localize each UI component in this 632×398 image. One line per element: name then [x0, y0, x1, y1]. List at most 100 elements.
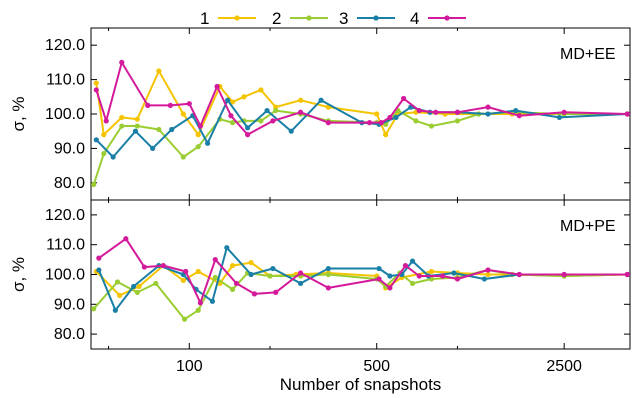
data-point — [96, 267, 102, 273]
y-tick-label: 110.0 — [46, 237, 85, 254]
data-point — [132, 128, 139, 134]
data-point — [273, 289, 279, 295]
x-tick-label: 500 — [363, 358, 390, 375]
data-point — [181, 316, 188, 322]
data-point — [117, 292, 123, 298]
data-point — [556, 114, 563, 121]
data-point — [454, 109, 461, 115]
data-point — [180, 111, 186, 117]
data-point — [212, 257, 218, 263]
data-point — [325, 265, 331, 272]
data-point — [224, 245, 230, 251]
series-1 — [93, 259, 630, 298]
panel-label: MD+EE — [560, 46, 616, 63]
data-point — [169, 126, 175, 133]
data-point — [112, 307, 118, 313]
data-point — [197, 123, 203, 129]
data-point — [439, 273, 446, 279]
data-point — [401, 95, 407, 102]
legend-label-3: 3 — [339, 9, 348, 28]
data-point — [561, 271, 567, 278]
data-point — [225, 97, 231, 103]
data-point — [288, 128, 294, 134]
data-point — [273, 107, 279, 114]
data-point — [195, 268, 201, 275]
data-point — [270, 118, 276, 124]
data-point — [136, 283, 142, 290]
data-point — [409, 280, 416, 287]
data-point — [248, 259, 254, 266]
data-point — [297, 280, 304, 287]
y-tick-label: 100.0 — [45, 267, 85, 284]
data-point — [325, 271, 331, 278]
data-point — [93, 80, 99, 86]
data-point — [123, 236, 129, 242]
data-point — [433, 109, 439, 115]
data-point — [186, 101, 192, 107]
data-point — [561, 109, 567, 115]
data-point — [454, 118, 461, 124]
data-point — [258, 118, 264, 124]
data-point — [101, 150, 107, 157]
series-3 — [93, 97, 630, 160]
legend-label-2: 2 — [272, 9, 281, 28]
data-point — [270, 265, 276, 272]
y-tick-label: 110.0 — [46, 72, 85, 89]
data-point — [131, 283, 137, 290]
data-point — [428, 268, 435, 275]
data-point — [245, 125, 251, 131]
data-point — [485, 111, 491, 117]
data-point — [297, 97, 304, 103]
y-tick-label: 90.0 — [54, 296, 85, 313]
data-point — [101, 132, 107, 138]
legend: 1 2 3 4 — [200, 9, 466, 28]
data-point — [209, 298, 216, 304]
data-point — [110, 154, 116, 160]
series-2 — [91, 107, 630, 188]
data-point — [248, 271, 254, 278]
data-point — [233, 280, 240, 287]
data-point — [167, 102, 173, 108]
data-point — [156, 68, 162, 74]
data-point — [258, 87, 264, 93]
data-point — [267, 273, 273, 279]
data-point — [387, 114, 393, 121]
data-point — [251, 291, 258, 297]
x-axis-label: Number of snapshots — [280, 375, 442, 394]
legend-label-4: 4 — [410, 9, 419, 28]
data-point — [228, 113, 234, 119]
data-point — [195, 307, 201, 313]
data-point — [481, 276, 487, 282]
y-tick-label: 120.0 — [45, 37, 85, 54]
data-point — [485, 271, 491, 278]
series-3 — [96, 245, 630, 313]
legend-label-1: 1 — [200, 9, 209, 28]
data-point — [183, 268, 189, 275]
series-4 — [96, 236, 630, 306]
legend-marker-3 — [373, 15, 379, 21]
data-point — [91, 306, 97, 312]
series-4 — [93, 59, 630, 138]
data-point — [297, 109, 304, 115]
panel-2: 80.0 90.0 100.0 110.0 120.0 MD+PE σ, % — [9, 199, 631, 350]
series-line-2 — [92, 269, 628, 321]
data-point — [134, 289, 140, 295]
series-line-4 — [95, 61, 628, 136]
data-point — [624, 111, 630, 117]
data-point — [513, 107, 519, 114]
data-point — [229, 99, 236, 105]
data-point — [212, 274, 218, 281]
data-point — [214, 83, 220, 90]
data-point — [119, 114, 125, 121]
data-point — [180, 154, 186, 160]
y-tick-label: 90.0 — [54, 140, 85, 157]
data-point — [204, 140, 211, 146]
data-point — [624, 271, 630, 278]
data-point — [96, 255, 102, 261]
data-point — [383, 132, 389, 138]
data-point — [454, 276, 461, 282]
data-point — [516, 271, 522, 278]
panel-1: 80.0 90.0 100.0 110.0 120.0 MD+EE σ, % — [9, 27, 631, 201]
data-point — [229, 262, 236, 269]
